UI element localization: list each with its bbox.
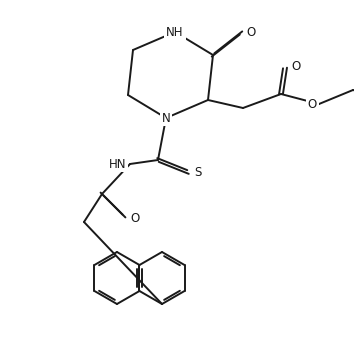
Text: N: N xyxy=(162,111,170,125)
Text: O: O xyxy=(308,98,317,111)
Text: S: S xyxy=(194,166,201,180)
Text: NH: NH xyxy=(166,25,184,39)
Text: O: O xyxy=(291,61,300,74)
Text: O: O xyxy=(130,212,139,225)
Text: HN: HN xyxy=(108,158,126,171)
Text: O: O xyxy=(246,25,255,39)
